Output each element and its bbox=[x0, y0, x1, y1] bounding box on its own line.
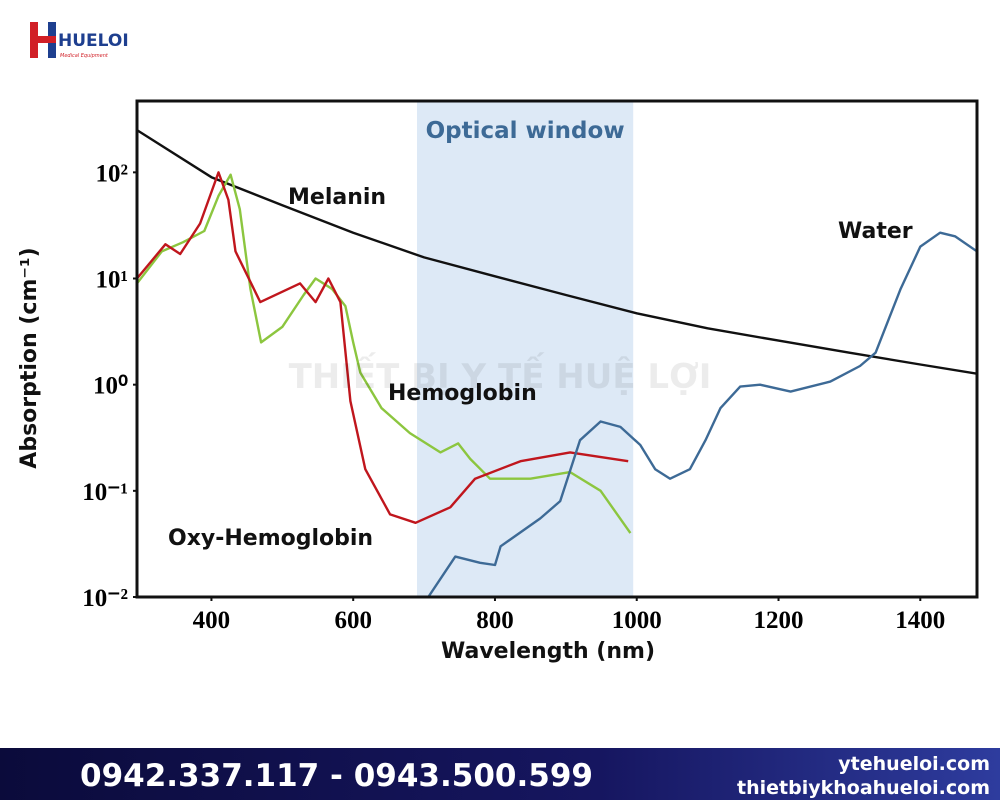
series-label: Water bbox=[838, 219, 913, 244]
y-tick-label: 10⁻² bbox=[82, 585, 128, 612]
x-tick-label: 1000 bbox=[612, 607, 662, 634]
footer-bar bbox=[0, 748, 1000, 800]
x-tick-label: 400 bbox=[193, 607, 231, 634]
logo-text: HUELOI bbox=[58, 31, 129, 51]
x-tick-label: 600 bbox=[334, 607, 372, 634]
x-tick-label: 1400 bbox=[895, 607, 945, 634]
y-tick-label: 10¹ bbox=[96, 267, 129, 294]
watermark: THIẾT BỊ Y TẾ HUỆ LỢI bbox=[289, 352, 712, 397]
series-label: Oxy-Hemoglobin bbox=[168, 526, 373, 551]
footer-site: thietbiykhoahueloi.com bbox=[737, 777, 990, 799]
logo-sub: Medical Equipment bbox=[60, 53, 109, 59]
series-group bbox=[137, 129, 977, 597]
x-tick-label: 1200 bbox=[754, 607, 804, 634]
series-label: Hemoglobin bbox=[388, 381, 537, 406]
footer-phones: 0942.337.117 - 0943.500.599 bbox=[80, 758, 593, 794]
x-axis-label: Wavelength (nm) bbox=[441, 639, 655, 664]
series-line bbox=[137, 129, 977, 375]
optical-window bbox=[417, 101, 634, 597]
logo: HUELOI Medical Equipment bbox=[30, 22, 129, 59]
series-label: Melanin bbox=[288, 185, 386, 210]
series-line bbox=[137, 171, 629, 524]
series-line bbox=[427, 231, 977, 597]
y-axis-label: Absorption (cm⁻¹) bbox=[17, 247, 42, 468]
plot-frame bbox=[135, 99, 979, 599]
y-tick-label: 10² bbox=[96, 160, 129, 187]
y-tick-label: 10⁻¹ bbox=[82, 479, 128, 506]
y-tick-label: 10⁰ bbox=[93, 373, 128, 400]
x-tick-label: 800 bbox=[476, 607, 514, 634]
region-label: Optical window bbox=[426, 118, 625, 144]
footer-site: ytehueloi.com bbox=[838, 753, 990, 775]
